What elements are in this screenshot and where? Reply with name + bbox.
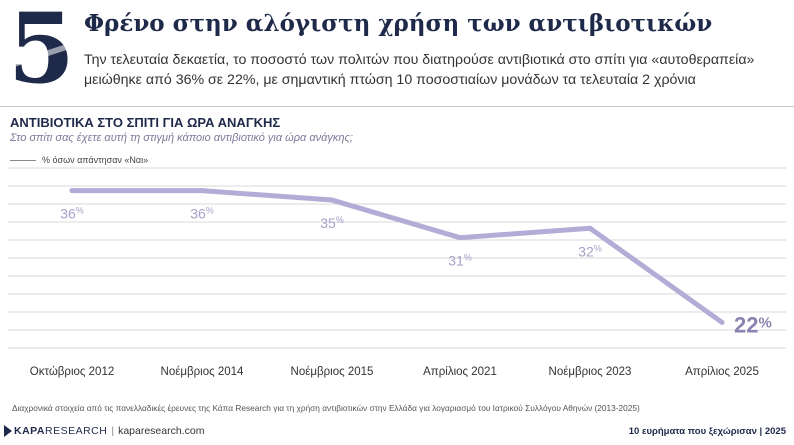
logo-brand-rest: RESEARCH <box>44 425 108 437</box>
x-tick-label: Οκτώβριος 2012 <box>30 366 114 378</box>
page-subtitle: Την τελευταία δεκαετία, το ποσοστό των π… <box>84 52 755 88</box>
chart-legend: % όσων απάντησαν «Ναι» <box>10 155 148 165</box>
series-line <box>69 188 725 325</box>
footer: KAPA RESEARCH | kaparesearch.com 10 ευρή… <box>0 421 794 443</box>
data-point <box>719 319 725 325</box>
header-divider <box>0 106 794 107</box>
data-point <box>199 188 205 194</box>
chart-question: Στο σπίτι σας έχετε αυτή τη στιγμή κάποι… <box>10 132 353 144</box>
x-tick-label: Απρίλιος 2021 <box>423 366 497 378</box>
x-tick-label: Νοέμβριος 2015 <box>291 366 374 378</box>
legend-label: % όσων απάντησαν «Ναι» <box>42 155 149 165</box>
data-point <box>69 188 75 194</box>
x-tick-label: Νοέμβριος 2014 <box>161 366 244 378</box>
kapa-logo-icon <box>4 425 12 437</box>
line-chart: 36% Οκτώβριος 2012 36% Νοέμβριος 2014 35% Νοέ… <box>8 167 786 378</box>
data-label: 31% <box>448 253 472 269</box>
legend-line-icon <box>10 159 36 161</box>
x-tick-label: Απρίλιος 2025 <box>685 366 759 378</box>
x-tick-label: Νοέμβριος 2023 <box>549 366 632 378</box>
footer-series-label: 10 ευρήματα που ξεχώρισαν | 2025 <box>628 426 786 437</box>
data-point <box>587 225 593 231</box>
header: 5 Φρένο στην αλόγιστη χρήση των αντιβιοτ… <box>0 0 794 104</box>
data-label: 35% <box>320 215 344 231</box>
data-point <box>457 235 463 241</box>
data-label: 22% <box>734 312 772 337</box>
website-link[interactable]: kaparesearch.com <box>118 425 205 437</box>
data-label: 32% <box>578 243 602 259</box>
source-footnote: Διαχρονικά στοιχεία από τις πανελλαδικές… <box>12 403 640 413</box>
page-title: Φρένο στην αλόγιστη χρήση των αντιβιοτικ… <box>84 10 713 37</box>
logo-separator: | <box>111 425 115 437</box>
kapa-logo: KAPA RESEARCH | kaparesearch.com <box>4 425 204 437</box>
data-label: 36% <box>190 206 214 222</box>
finding-number: 5 <box>8 0 75 104</box>
data-label: 36% <box>60 206 84 222</box>
logo-brand: KAPA <box>14 425 45 437</box>
chart-title: ΑΝΤΙΒΙΟΤΙΚΑ ΣΤΟ ΣΠΙΤΙ ΓΙΑ ΩΡΑ ΑΝΑΓΚΗΣ <box>10 115 281 130</box>
data-point <box>329 197 335 203</box>
